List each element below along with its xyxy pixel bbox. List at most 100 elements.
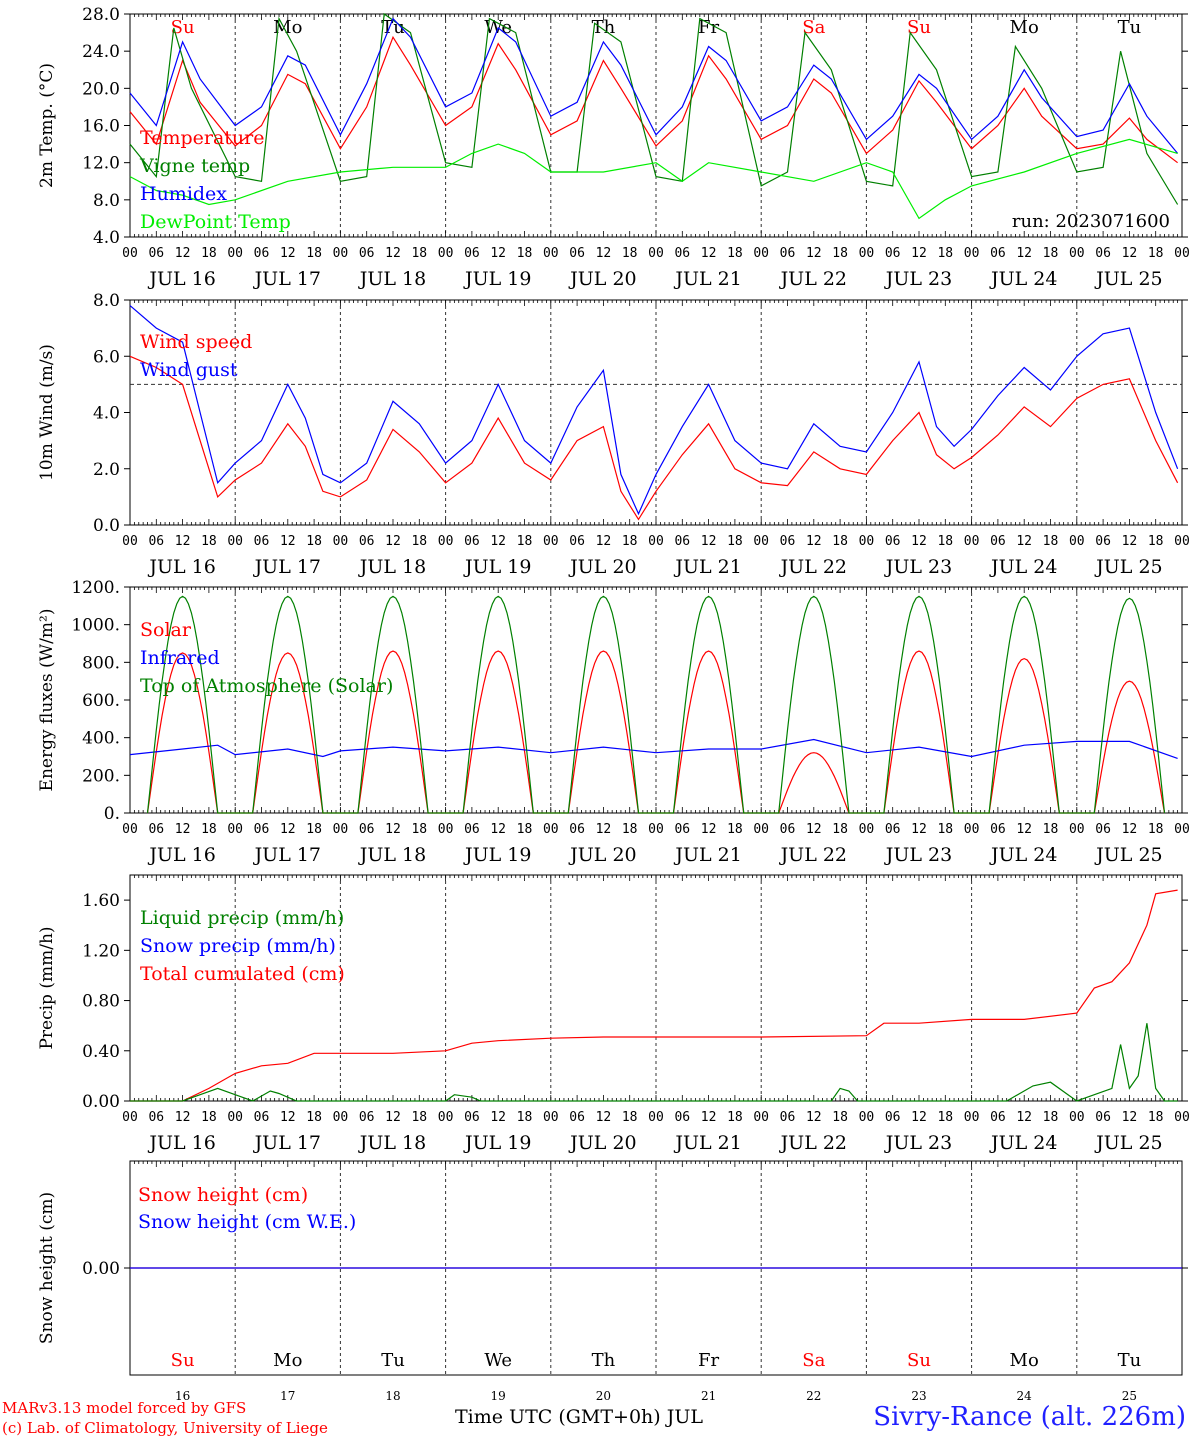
x-hour-label: 12 — [1122, 822, 1138, 837]
x-hour-label: 12 — [596, 534, 612, 549]
x-hour-label: 00 — [227, 246, 243, 261]
day-number-label: 19 — [491, 1389, 506, 1400]
x-hour-label: 18 — [727, 1110, 743, 1125]
day-number-label: 25 — [1122, 1389, 1137, 1400]
legend-entry: Snow height (cm) — [138, 1184, 308, 1206]
x-date-label: JUL 18 — [358, 268, 426, 290]
x-hour-label: 00 — [122, 246, 138, 261]
series-line-liquid-precip-mm-h- — [130, 1023, 1178, 1102]
legend-entry: Wind gust — [140, 359, 238, 381]
x-hour-label: 06 — [990, 1110, 1006, 1125]
x-hour-label: 00 — [438, 246, 454, 261]
x-hour-label: 06 — [464, 246, 480, 261]
x-hour-label: 18 — [201, 246, 217, 261]
x-hour-label: 06 — [254, 1110, 270, 1125]
x-hour-label: 18 — [306, 246, 322, 261]
x-hour-label: 12 — [280, 246, 296, 261]
x-hour-label: 12 — [806, 822, 822, 837]
x-hour-label: 06 — [464, 822, 480, 837]
x-hour-label: 18 — [1043, 822, 1059, 837]
x-hour-label: 18 — [1148, 1110, 1164, 1125]
x-date-label: JUL 16 — [147, 1132, 215, 1154]
y-tick-label: 400. — [82, 729, 120, 749]
x-date-label: JUL 22 — [779, 1132, 847, 1154]
x-hour-label: 12 — [1122, 1110, 1138, 1125]
legend-entry: Wind speed — [140, 331, 252, 353]
x-hour-label: 12 — [596, 1110, 612, 1125]
y-tick-label: 600. — [82, 691, 120, 711]
x-hour-label: 18 — [1148, 246, 1164, 261]
y-tick-label: 0.0 — [93, 516, 120, 536]
y-tick-label: 24.0 — [82, 42, 120, 62]
x-date-label: JUL 17 — [253, 844, 321, 866]
x-hour-label: 00 — [333, 534, 349, 549]
x-hour-label: 12 — [911, 246, 927, 261]
weekday-label: Sa — [802, 1350, 825, 1371]
x-hour-label: 12 — [806, 534, 822, 549]
weekday-label: Su — [171, 17, 195, 38]
x-hour-label: 18 — [517, 534, 533, 549]
x-hour-label: 18 — [411, 1110, 427, 1125]
x-hour-label: 00 — [964, 246, 980, 261]
legend-entry: DewPoint Temp — [140, 211, 291, 233]
x-hour-label: 12 — [911, 822, 927, 837]
x-hour-label: 18 — [622, 534, 638, 549]
x-hour-label: 06 — [885, 246, 901, 261]
x-hour-label: 06 — [1095, 1110, 1111, 1125]
x-hour-label: 06 — [569, 1110, 585, 1125]
x-hour-label: 06 — [674, 246, 690, 261]
y-axis-label: Precip (mm/h) — [37, 926, 57, 1049]
y-tick-label: 6.0 — [93, 347, 120, 367]
x-hour-label: 00 — [543, 1110, 559, 1125]
x-hour-label: 18 — [201, 534, 217, 549]
x-hour-label: 12 — [385, 1110, 401, 1125]
credit-model: MARv3.13 model forced by GFS — [2, 1399, 247, 1417]
x-hour-label: 00 — [1174, 246, 1190, 261]
x-hour-label: 18 — [622, 1110, 638, 1125]
y-tick-label: 20.0 — [82, 79, 120, 99]
x-hour-label: 00 — [1069, 1110, 1085, 1125]
x-date-label: JUL 24 — [989, 1132, 1057, 1154]
y-axis-label: Snow height (cm) — [37, 1192, 57, 1344]
weekday-label: Fr — [698, 17, 719, 38]
x-hour-label: 06 — [359, 534, 375, 549]
y-tick-label: 28.0 — [82, 5, 120, 25]
x-hour-label: 12 — [175, 1110, 191, 1125]
x-date-label: JUL 21 — [673, 556, 741, 578]
y-tick-label: 12.0 — [82, 154, 120, 174]
y-axis-label: 2m Temp. (°C) — [37, 63, 57, 188]
x-hour-label: 00 — [122, 1110, 138, 1125]
x-date-label: JUL 22 — [779, 844, 847, 866]
x-hour-label: 00 — [859, 246, 875, 261]
x-axis-title: Time UTC (GMT+0h) JUL — [455, 1406, 703, 1428]
x-hour-label: 12 — [280, 1110, 296, 1125]
x-hour-label: 18 — [306, 534, 322, 549]
x-hour-label: 12 — [490, 246, 506, 261]
y-axis-label: Energy fluxes (W/m²) — [37, 609, 57, 792]
weekday-label: Sa — [802, 17, 825, 38]
x-hour-label: 00 — [859, 822, 875, 837]
x-date-label: JUL 25 — [1094, 844, 1162, 866]
day-number-label: 18 — [385, 1389, 400, 1400]
x-date-label: JUL 25 — [1094, 268, 1162, 290]
x-hour-label: 12 — [701, 246, 717, 261]
x-hour-label: 00 — [648, 246, 664, 261]
weekday-label: Mo — [1010, 17, 1039, 38]
weekday-label: Th — [592, 1350, 616, 1371]
credits: MARv3.13 model forced by GFS (c) Lab. of… — [2, 1398, 328, 1438]
y-tick-label: 4.0 — [93, 228, 120, 248]
x-hour-label: 18 — [1148, 822, 1164, 837]
legend-entry: Liquid precip (mm/h) — [140, 907, 344, 929]
weekday-label: Tu — [381, 1350, 405, 1371]
x-hour-label: 12 — [911, 534, 927, 549]
x-hour-label: 18 — [832, 822, 848, 837]
x-hour-label: 12 — [701, 822, 717, 837]
x-date-label: JUL 16 — [147, 844, 215, 866]
x-hour-label: 06 — [148, 822, 164, 837]
x-hour-label: 06 — [148, 1110, 164, 1125]
legend-entry: Infrared — [140, 647, 220, 669]
x-hour-label: 18 — [1043, 246, 1059, 261]
x-hour-label: 18 — [306, 822, 322, 837]
x-hour-label: 18 — [411, 534, 427, 549]
x-hour-label: 18 — [1148, 534, 1164, 549]
